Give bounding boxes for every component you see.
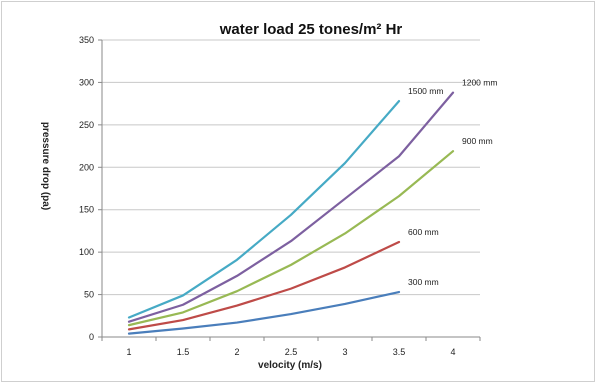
- y-axis-title: pressure drop (pa): [40, 122, 51, 210]
- series-lines: [127, 91, 455, 335]
- gridlines: [102, 39, 480, 296]
- y-tick-labels: 0 50 100 150 200 250 300 350: [79, 35, 94, 342]
- y-tick-label: 200: [79, 162, 94, 172]
- series-label-300-mm: 300 mm: [408, 277, 439, 287]
- y-tick-label: 350: [79, 35, 94, 45]
- series-line-300-mm: [127, 290, 401, 335]
- series-label-600-mm: 600 mm: [408, 227, 439, 237]
- series-line-900-mm: [127, 150, 455, 327]
- chart-title: water load 25 tones/m² Hr: [219, 21, 403, 38]
- x-tick-label: 2: [234, 347, 239, 357]
- series-line-600-mm: [127, 240, 401, 331]
- x-tick-label: 1: [126, 347, 131, 357]
- y-tick-label: 0: [89, 332, 94, 342]
- x-axis-title: velocity (m/s): [258, 360, 322, 371]
- series-line-1500-mm: [127, 99, 401, 319]
- x-tick-labels: 1 1.5 2 2.5 3 3.5 4: [126, 347, 455, 357]
- series-labels: 300 mm 600 mm 900 mm 1200 mm 1500 mm: [408, 78, 497, 287]
- series-label-1200-mm: 1200 mm: [462, 78, 497, 88]
- y-tick-label: 300: [79, 77, 94, 87]
- x-tick-label: 4: [450, 347, 455, 357]
- x-tick-label: 1.5: [177, 347, 190, 357]
- x-tick-label: 2.5: [285, 347, 298, 357]
- series-label-900-mm: 900 mm: [462, 136, 493, 146]
- y-tick-label: 100: [79, 247, 94, 257]
- axes: [98, 39, 481, 341]
- x-tick-label: 3: [342, 347, 347, 357]
- y-tick-label: 50: [84, 290, 94, 300]
- y-tick-label: 250: [79, 120, 94, 130]
- x-tick-label: 3.5: [393, 347, 406, 357]
- series-line-1200-mm: [127, 91, 455, 323]
- y-tick-label: 150: [79, 205, 94, 215]
- series-label-1500-mm: 1500 mm: [408, 86, 443, 96]
